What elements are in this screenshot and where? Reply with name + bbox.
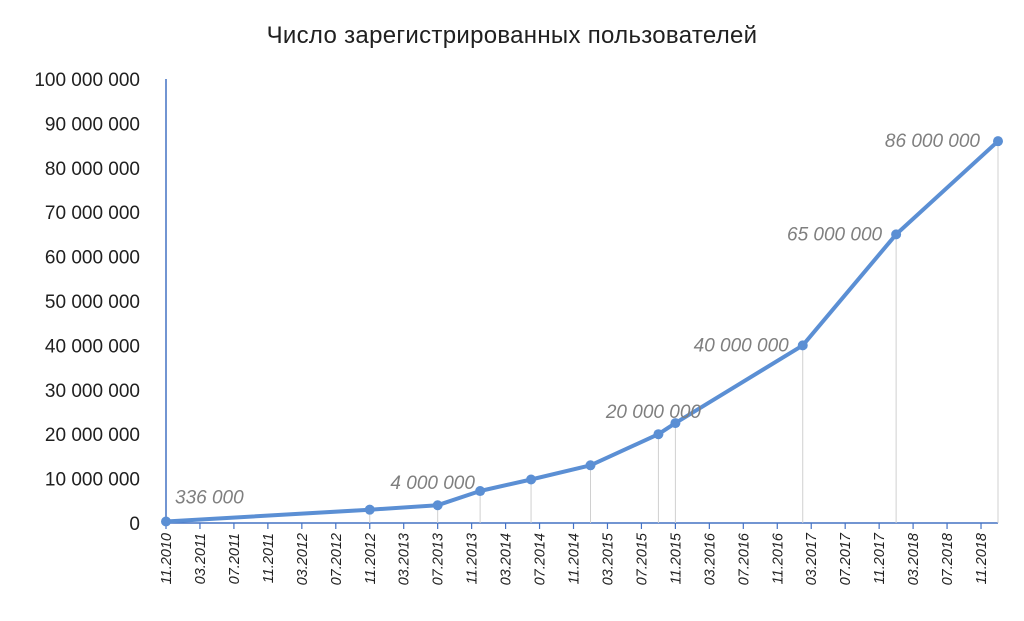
x-tick-label: 07.2013 [431, 533, 447, 585]
x-tick-label: 03.2014 [499, 533, 515, 585]
x-tick-label: 07.2018 [940, 533, 956, 585]
y-tick-label: 0 [129, 514, 140, 535]
data-point [161, 516, 171, 527]
x-axis: 11.2010 03.2011 07.2011 11.2011 03.2012 07.20… [159, 522, 998, 585]
x-tick-label: 11.2017 [872, 532, 888, 584]
x-tick-label: 07.2017 [838, 532, 854, 585]
data-point [993, 136, 1003, 147]
x-tick-label: 07.2014 [533, 533, 549, 585]
y-tick-label: 30 000 000 [45, 381, 140, 402]
drop-lines [369, 141, 999, 523]
data-point [432, 500, 443, 511]
y-tick-label: 90 000 000 [45, 114, 140, 135]
y-tick-label: 20 000 000 [45, 425, 140, 446]
y-tick-label: 40 000 000 [45, 336, 140, 357]
data-point [891, 229, 902, 240]
y-tick-label: 10 000 000 [45, 470, 140, 491]
x-tick-label: 11.2010 [159, 533, 175, 584]
x-tick-label: 07.2015 [634, 532, 650, 585]
data-point [670, 418, 681, 429]
x-tick-label: 11.2014 [567, 533, 583, 584]
chart-title: Число зарегистрированных пользователей [266, 22, 758, 49]
data-label: 40 000 000 [694, 335, 790, 356]
data-label: 4 000 000 [390, 473, 475, 494]
series-line-path [164, 139, 1000, 524]
data-labels: 336 000 4 000 000 20 000 000 40 000 000 65 0… [175, 131, 980, 508]
data-point [364, 504, 375, 515]
x-tick-label: 07.2012 [329, 533, 345, 585]
data-label: 86 000 000 [885, 131, 981, 152]
data-markers [161, 136, 1003, 527]
x-tick-label: 11.2018 [974, 533, 990, 584]
x-tick-label: 11.2013 [465, 533, 481, 584]
x-tick-label: 03.2015 [600, 532, 616, 585]
data-point [653, 429, 664, 440]
x-tick-label: 03.2016 [702, 532, 718, 585]
y-tick-label: 50 000 000 [45, 292, 140, 313]
x-tick-label: 03.2012 [295, 533, 311, 585]
y-tick-label: 60 000 000 [45, 248, 140, 269]
data-label: 20 000 000 [605, 402, 702, 423]
y-axis: 0 10 000 000 20 000 000 30 000 000 40 000 00… [34, 70, 167, 535]
x-tick-label: 11.2016 [770, 532, 786, 584]
x-tick-label: 03.2017 [804, 532, 820, 585]
y-tick-label: 70 000 000 [45, 203, 140, 224]
x-tick-label: 03.2011 [193, 533, 209, 584]
x-tick-label: 07.2011 [227, 533, 243, 584]
x-tick-label: 03.2018 [906, 533, 922, 585]
x-tick-label: 11.2015 [668, 532, 684, 584]
x-tick-label: 03.2013 [397, 533, 413, 585]
data-point [797, 340, 808, 351]
x-tick-label: 11.2012 [363, 533, 379, 584]
data-point [475, 486, 486, 497]
data-point [585, 460, 596, 471]
y-tick-label: 100 000 000 [34, 70, 140, 91]
series-line [164, 139, 1000, 524]
x-tick-label: 07.2016 [736, 532, 752, 585]
data-label: 65 000 000 [787, 224, 883, 245]
y-tick-label: 80 000 000 [45, 159, 140, 180]
x-tick-label: 11.2011 [261, 533, 277, 583]
data-point [526, 474, 537, 485]
data-label: 336 000 [175, 488, 244, 509]
